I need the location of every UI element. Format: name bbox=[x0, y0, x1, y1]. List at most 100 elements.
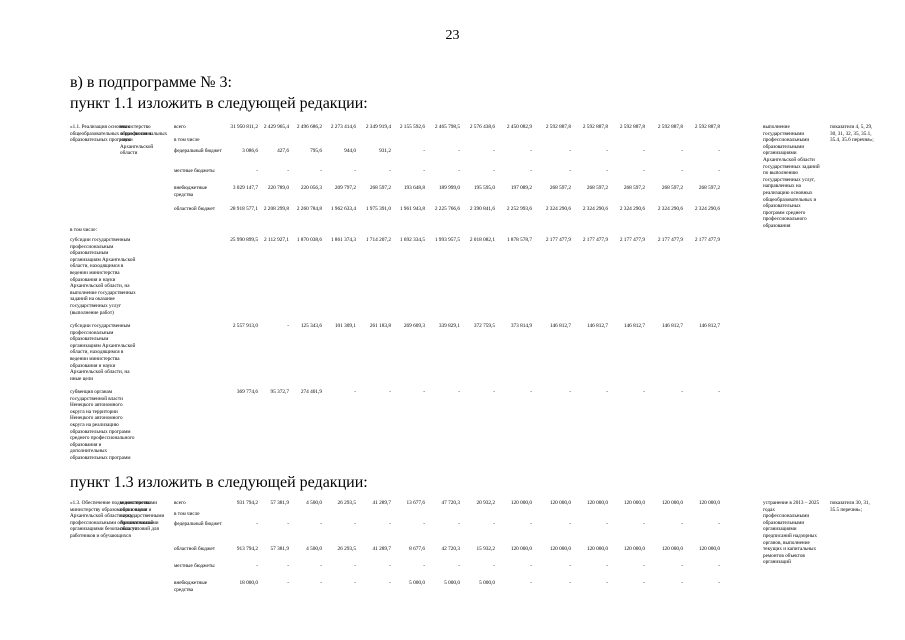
funding-value: - bbox=[287, 168, 289, 174]
funding-value: 4 500,0 bbox=[306, 500, 322, 506]
funding-value: - bbox=[606, 580, 608, 586]
funding-value: - bbox=[256, 521, 258, 527]
funding-value: 2 592 887,8 bbox=[657, 124, 683, 130]
funding-value: - bbox=[458, 521, 460, 527]
indicators: показатели 4, 5, 29, 30, 31, 32, 35, 35.… bbox=[830, 124, 874, 144]
funding-value: 57 381,9 bbox=[270, 500, 289, 506]
funding-value: 2 592 887,8 bbox=[619, 124, 645, 130]
funding-value: 42 720,3 bbox=[441, 546, 460, 552]
funding-value: - bbox=[389, 563, 391, 569]
funding-source: федеральный бюджет bbox=[174, 148, 222, 154]
funding-value: 5 000,0 bbox=[409, 580, 425, 586]
funding-value: 2 324 290,6 bbox=[657, 206, 683, 212]
subsidy-value: 2 112 927,1 bbox=[264, 237, 289, 243]
subsidy-value: - bbox=[606, 389, 608, 395]
funding-value: - bbox=[681, 168, 683, 174]
subsidy-value: - bbox=[287, 323, 289, 329]
subsidy-value: 2 018 082,1 bbox=[469, 237, 495, 243]
funding-value: - bbox=[681, 521, 683, 527]
funding-value: 2 252 993,6 bbox=[506, 206, 532, 212]
funding-value: 120 000,0 bbox=[510, 546, 532, 552]
funding-value: 31 950 811,2 bbox=[230, 124, 258, 130]
funding-value: - bbox=[287, 580, 289, 586]
funding-value: 2 324 290,6 bbox=[694, 206, 720, 212]
funding-value: 20 932,2 bbox=[476, 500, 495, 506]
funding-value: - bbox=[320, 521, 322, 527]
funding-value: - bbox=[458, 168, 460, 174]
funding-value: - bbox=[389, 168, 391, 174]
subsidy-value: - bbox=[423, 389, 425, 395]
funding-value: 2 324 290,6 bbox=[582, 206, 608, 212]
funding-value: - bbox=[423, 168, 425, 174]
funding-value: - bbox=[493, 563, 495, 569]
subsidy-value: 1 714 207,2 bbox=[365, 237, 391, 243]
funding-value: 220 789,0 bbox=[267, 185, 289, 191]
funding-value: - bbox=[569, 521, 571, 527]
funding-value: 15 932,2 bbox=[476, 546, 495, 552]
funding-value: - bbox=[530, 148, 532, 154]
funding-value: - bbox=[681, 563, 683, 569]
funding-value: - bbox=[718, 580, 720, 586]
funding-value: 197 089,2 bbox=[510, 185, 532, 191]
funding-value: - bbox=[354, 563, 356, 569]
funding-value: 2 273 414,6 bbox=[330, 124, 356, 130]
funding-value: 28 918 577,1 bbox=[230, 206, 258, 212]
funding-value: - bbox=[643, 521, 645, 527]
subsidy-value: 1 878 578,7 bbox=[506, 237, 532, 243]
funding-value: - bbox=[606, 148, 608, 154]
funding-value: - bbox=[606, 521, 608, 527]
funding-value: - bbox=[569, 580, 571, 586]
funding-value: 2 465 798,5 bbox=[434, 124, 460, 130]
funding-value: 268 597,2 bbox=[661, 185, 683, 191]
funding-value: - bbox=[320, 168, 322, 174]
funding-value: 931,2 bbox=[379, 148, 391, 154]
funding-value: - bbox=[718, 148, 720, 154]
funding-value: 120 000,0 bbox=[698, 546, 720, 552]
funding-value: 120 000,0 bbox=[623, 546, 645, 552]
funding-value: 3 029 147,7 bbox=[232, 185, 258, 191]
subsidy-value: 1 692 334,5 bbox=[399, 237, 425, 243]
executor: министерство образования и науки Арханге… bbox=[120, 124, 154, 157]
funding-value: 2 390 841,6 bbox=[469, 206, 495, 212]
funding-value: 931 794,2 bbox=[236, 500, 258, 506]
funding-value: 2 576 438,6 bbox=[469, 124, 495, 130]
funding-source: местные бюджеты bbox=[174, 168, 215, 174]
subsidy-value: 2 177 477,9 bbox=[545, 237, 571, 243]
funding-value: 2 155 592,6 bbox=[399, 124, 425, 130]
funding-value: - bbox=[256, 168, 258, 174]
funding-value: - bbox=[354, 521, 356, 527]
funding-value: 2 225 766,6 bbox=[434, 206, 460, 212]
funding-value: - bbox=[493, 521, 495, 527]
funding-value: 120 000,0 bbox=[549, 500, 571, 506]
funding-value: 2 324 290,6 bbox=[619, 206, 645, 212]
funding-value: - bbox=[458, 563, 460, 569]
funding-value: 913 794,2 bbox=[236, 546, 258, 552]
funding-value: - bbox=[354, 580, 356, 586]
funding-value: - bbox=[423, 563, 425, 569]
funding-value: 195 595,0 bbox=[473, 185, 495, 191]
funding-value: 5 000,0 bbox=[444, 580, 460, 586]
funding-value: 120 000,0 bbox=[623, 500, 645, 506]
funding-source: всего bbox=[174, 500, 186, 506]
funding-value: 120 000,0 bbox=[549, 546, 571, 552]
subsidy-value: 261 183,8 bbox=[369, 323, 391, 329]
funding-value: 18 000,0 bbox=[239, 580, 258, 586]
funding-value: 1 975 391,0 bbox=[365, 206, 391, 212]
executor: министерство образования и науки Арханге… bbox=[120, 500, 154, 533]
funding-value: - bbox=[530, 563, 532, 569]
funding-value: 2 450 082,9 bbox=[506, 124, 532, 130]
funding-value: 26 293,5 bbox=[337, 546, 356, 552]
funding-value: - bbox=[606, 563, 608, 569]
funding-source: областной бюджет bbox=[174, 206, 215, 212]
subsidy-value: 95 372,7 bbox=[270, 389, 289, 395]
funding-value: - bbox=[643, 563, 645, 569]
funding-value: - bbox=[718, 563, 720, 569]
funding-value: - bbox=[606, 168, 608, 174]
funding-value: 2 349 919,4 bbox=[365, 124, 391, 130]
expected-result: устранение в 2013 – 2025 годах профессио… bbox=[763, 500, 820, 566]
funding-value: 2 496 686,2 bbox=[296, 124, 322, 130]
funding-value: 268 597,2 bbox=[623, 185, 645, 191]
subsidy-value: 2 177 477,9 bbox=[582, 237, 608, 243]
subsidy-value: 373 814,9 bbox=[510, 323, 532, 329]
subsidy-value: 146 812,7 bbox=[623, 323, 645, 329]
